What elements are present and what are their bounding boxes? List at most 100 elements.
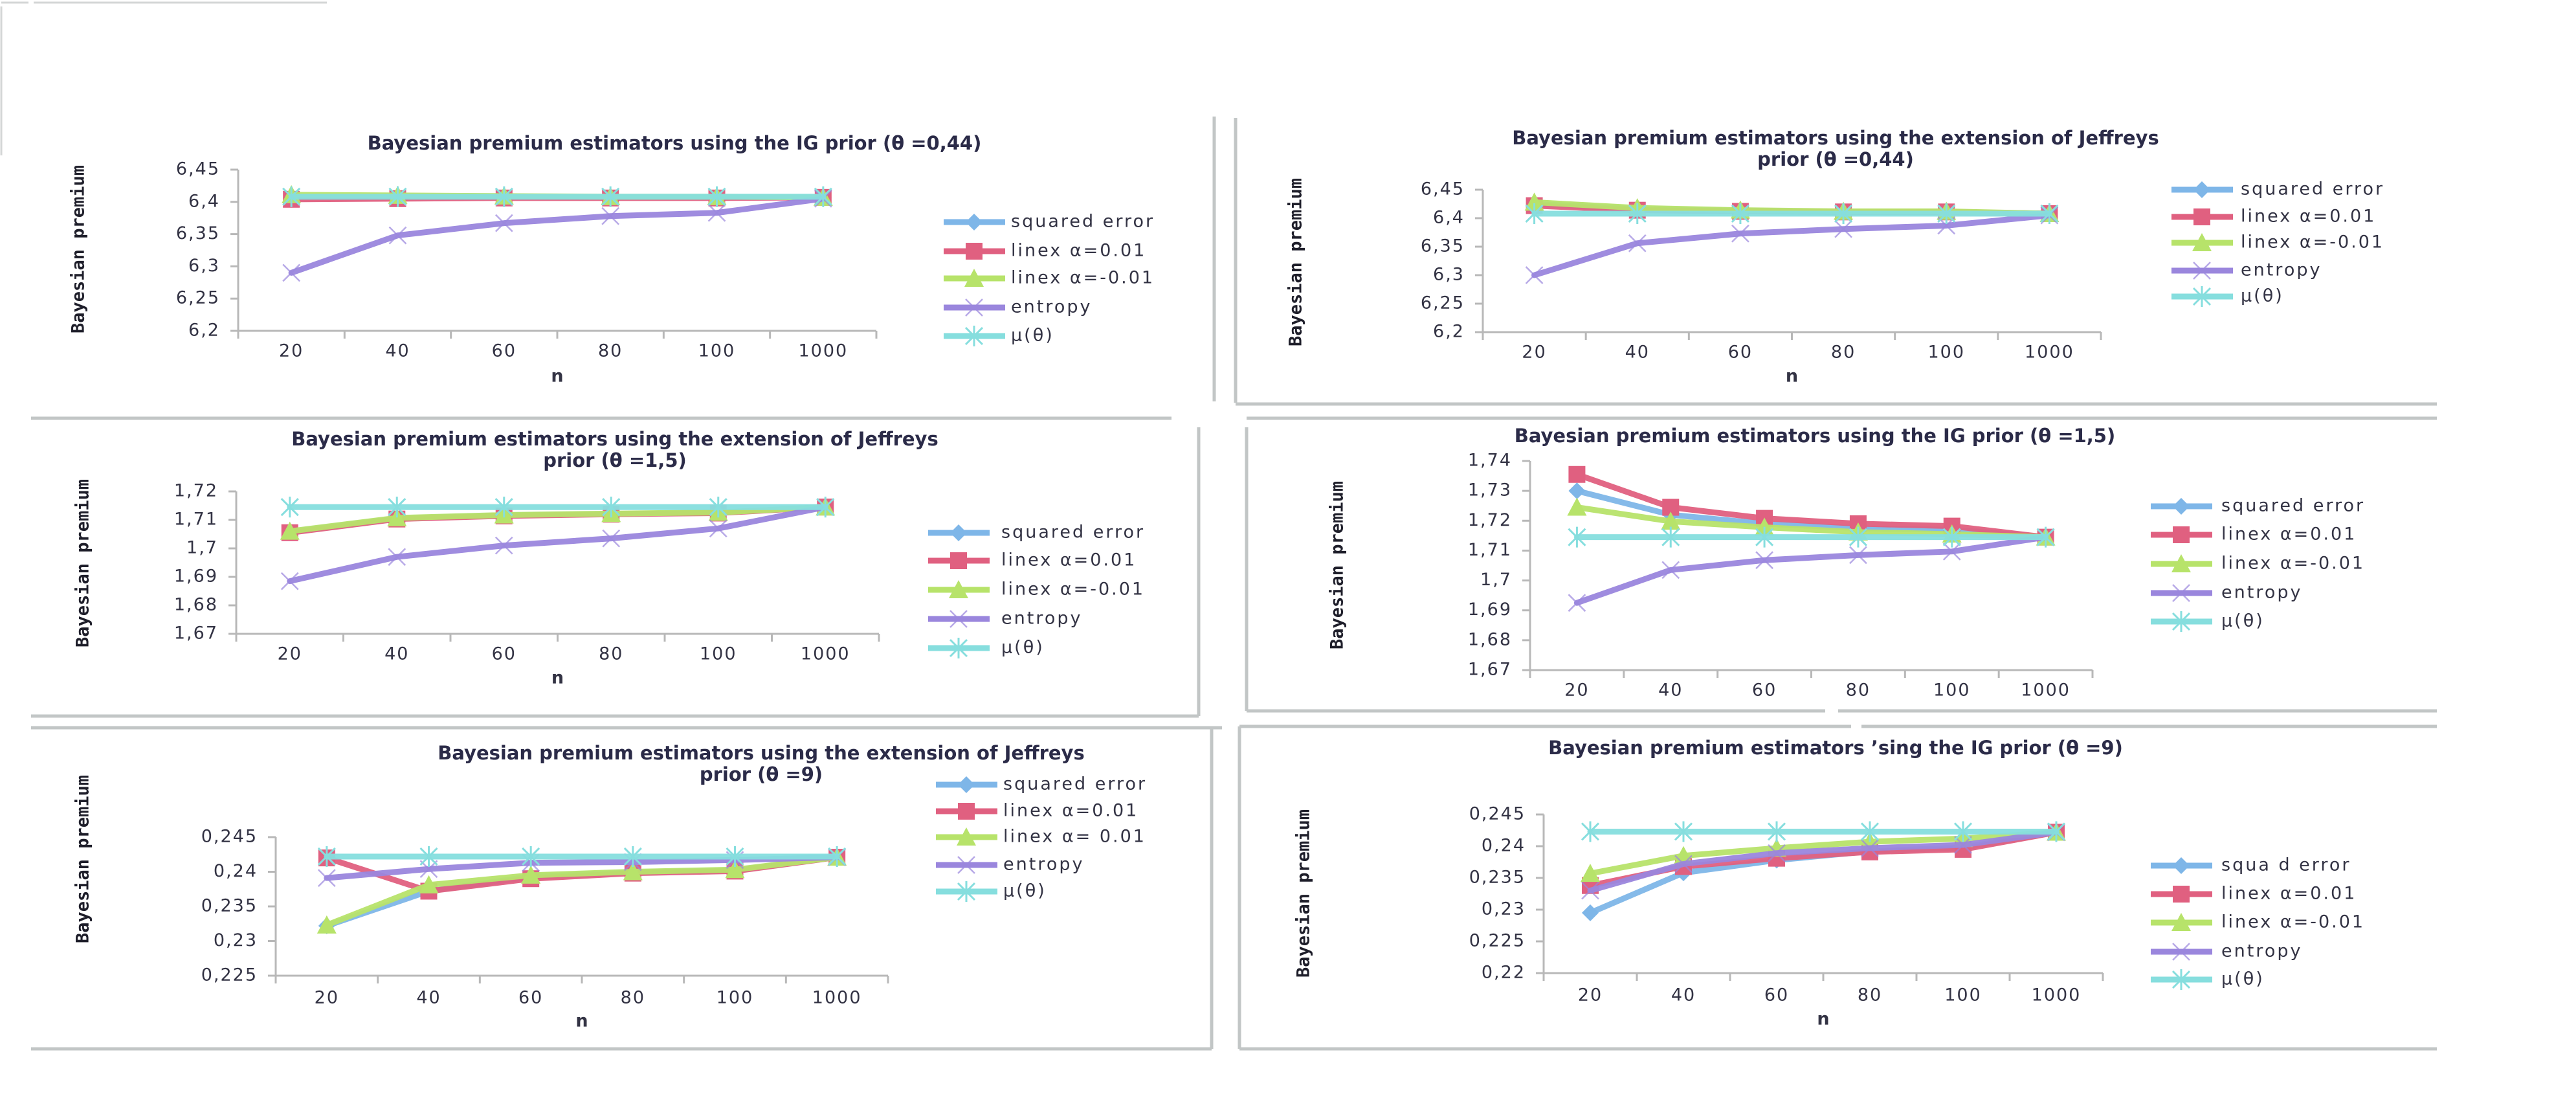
- y-tick-label: 0,235: [1469, 868, 1526, 888]
- y-tick-label: 1,67: [1468, 660, 1512, 680]
- x-tick-label: 20: [279, 341, 304, 361]
- data-point-x: [1834, 219, 1852, 238]
- x-tick-label: 80: [621, 988, 645, 1008]
- legend-marker: [2193, 208, 2210, 225]
- x-tick-label: 40: [1671, 985, 1696, 1005]
- y-tick-label: 0,235: [201, 896, 258, 916]
- legend-label: μ(θ): [2241, 286, 2284, 306]
- data-point-star: [494, 186, 513, 207]
- chart-ig-prior-theta-15: Bayesian premium estimators using the IG…: [1327, 425, 2365, 701]
- data-point-star: [1767, 821, 1786, 842]
- legend-label: linex α=-0.01: [1001, 579, 1145, 600]
- y-tick-label: 0,24: [1482, 836, 1526, 856]
- y-tick-label: 1,71: [1468, 540, 1512, 560]
- data-point-x: [707, 203, 726, 222]
- data-point-x: [1954, 836, 1972, 854]
- legend-marker: [949, 580, 968, 598]
- data-point-triangle: [1524, 192, 1544, 211]
- chart-jeffreys-prior-theta-9: Bayesian premium estimators using the ex…: [73, 742, 1146, 1031]
- chart-title: prior (θ =0,44): [1757, 148, 1914, 170]
- x-tick-label: 1000: [2025, 342, 2074, 363]
- x-tick-label: 80: [598, 341, 623, 361]
- series-line-x: [1587, 829, 2060, 894]
- data-point-x: [317, 869, 336, 888]
- x-tick-label: 60: [1728, 342, 1753, 363]
- legend-marker: [958, 776, 975, 793]
- y-tick-label: 1,7: [1480, 570, 1512, 590]
- panel-frames: [31, 117, 2437, 1051]
- data-point-star: [1937, 203, 1956, 224]
- y-tick-label: 1,69: [174, 567, 218, 587]
- x-tick-label: 40: [1625, 342, 1650, 363]
- data-point-x: [1942, 542, 1961, 561]
- legend-marker: [2192, 233, 2212, 251]
- legend-marker: [2173, 526, 2190, 543]
- legend-label: μ(θ): [1011, 326, 1054, 346]
- legend-label: squared error: [1011, 212, 1155, 232]
- legend-marker: [2192, 286, 2212, 307]
- y-tick-label: 0,24: [214, 861, 258, 881]
- y-tick-label: 6,25: [1421, 293, 1465, 313]
- chart-title: prior (θ =1,5): [543, 449, 687, 471]
- legend-label: μ(θ): [2221, 611, 2265, 631]
- data-point-star: [816, 497, 835, 518]
- legend-marker: [964, 326, 984, 346]
- data-point-triangle: [280, 521, 300, 540]
- legend-label: entropy: [1011, 297, 1092, 317]
- data-point-star: [707, 186, 726, 207]
- legend-marker: [957, 827, 976, 846]
- series-line-diamond: [1573, 488, 2049, 541]
- y-tick-label: 6,3: [1433, 265, 1465, 285]
- y-tick-label: 1,68: [1468, 629, 1512, 649]
- chart-title: Bayesian premium estimators using the IG…: [1515, 425, 2116, 447]
- data-point-x: [1525, 266, 1544, 284]
- legend-label: linex α=-0.01: [1011, 268, 1155, 288]
- x-tick-label: 60: [1752, 680, 1777, 701]
- data-point-star: [1674, 821, 1693, 842]
- data-point-star: [2047, 821, 2066, 842]
- data-point-triangle: [1567, 497, 1587, 516]
- legend-label: linex α=0.01: [2241, 207, 2376, 227]
- x-tick-label: 80: [1858, 985, 1882, 1005]
- legend-marker: [2173, 886, 2190, 903]
- series-line-x: [324, 854, 840, 881]
- series-line-x: [1531, 212, 2052, 278]
- data-point-diamond: [1568, 482, 1586, 500]
- series-line-triangle: [287, 504, 828, 535]
- y-tick-label: 1,74: [1468, 451, 1512, 471]
- x-tick-label: 100: [700, 644, 737, 664]
- series-line-triangle: [1587, 829, 2060, 877]
- legend-marker: [966, 214, 983, 230]
- data-point-x: [494, 536, 513, 555]
- series-line-x: [1573, 534, 2049, 606]
- y-tick-label: 6,4: [1433, 208, 1465, 228]
- legend-marker: [957, 881, 976, 902]
- data-point-x: [1581, 881, 1599, 900]
- x-tick-label: 20: [315, 988, 339, 1008]
- y-tick-label: 6,25: [176, 288, 220, 308]
- data-point-x: [1861, 839, 1879, 857]
- x-tick-label: 1000: [801, 644, 850, 664]
- y-tick-label: 6,45: [1421, 179, 1465, 199]
- legend-marker: [2171, 554, 2191, 572]
- series-line-square: [1573, 471, 2049, 541]
- data-point-x: [1755, 551, 1773, 570]
- x-tick-label: 40: [416, 988, 441, 1008]
- legend-label: entropy: [2221, 941, 2302, 961]
- x-tick-label: 80: [1831, 342, 1856, 363]
- y-tick-label: 1,68: [174, 595, 218, 615]
- data-point-x: [1849, 546, 1867, 565]
- legend-marker: [2172, 584, 2190, 602]
- x-tick-label: 1000: [2021, 680, 2071, 701]
- data-point-x: [709, 519, 727, 538]
- legend-marker: [965, 298, 983, 317]
- legend-marker: [2173, 498, 2190, 515]
- data-point-x: [388, 548, 406, 567]
- legend-label: linex α=-0.01: [2221, 912, 2365, 932]
- legend-label: squared error: [2241, 179, 2384, 199]
- legend-label: entropy: [1003, 855, 1084, 875]
- y-tick-label: 0,22: [1482, 963, 1526, 983]
- y-axis-title: Bayesian premium: [1327, 481, 1348, 649]
- y-tick-label: 0,23: [214, 930, 258, 950]
- legend-label: linex α=-0.01: [2221, 554, 2365, 574]
